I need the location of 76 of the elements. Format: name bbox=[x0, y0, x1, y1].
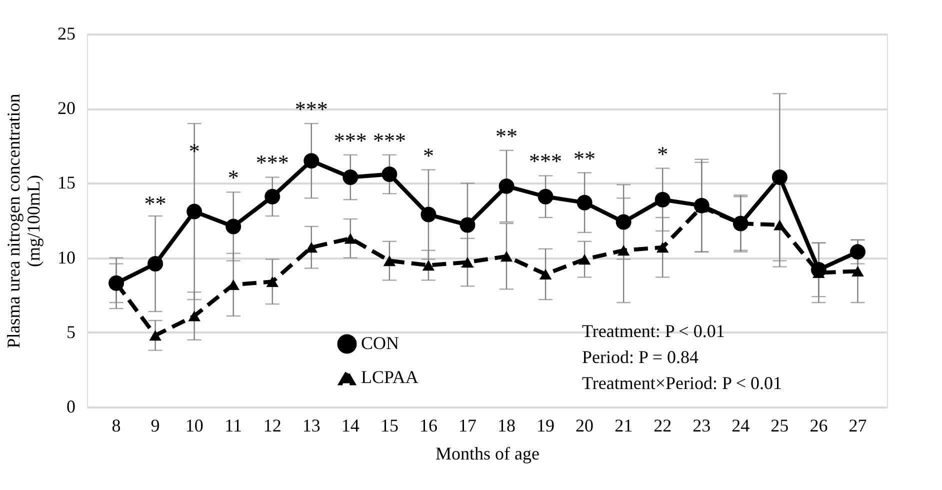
x-tick-label: 18 bbox=[498, 416, 516, 436]
point bbox=[772, 170, 788, 185]
x-tick-label: 26 bbox=[810, 416, 828, 436]
point bbox=[617, 245, 630, 256]
x-tick-label: 12 bbox=[263, 416, 282, 436]
y-axis-title: Plasma urea nitrogen concentration (mg/100mL) bbox=[4, 94, 44, 348]
point bbox=[226, 218, 242, 234]
y-tick-label: 15 bbox=[58, 172, 76, 193]
point bbox=[344, 233, 357, 244]
point bbox=[188, 310, 200, 322]
annotation: * bbox=[657, 141, 668, 166]
x-tick-label: 11 bbox=[224, 416, 242, 436]
y-tick-label: 0 bbox=[66, 396, 76, 416]
legend-label: LCPAA bbox=[361, 367, 418, 387]
x-tick-label: 16 bbox=[419, 416, 438, 436]
annotation: *** bbox=[372, 128, 406, 153]
point bbox=[342, 170, 358, 185]
x-tick-label: 21 bbox=[614, 416, 633, 436]
point bbox=[382, 166, 398, 182]
annotation: *** bbox=[256, 150, 289, 176]
point bbox=[383, 255, 396, 266]
point bbox=[850, 244, 866, 260]
y-tick-label: 10 bbox=[58, 247, 76, 268]
annotation: * bbox=[188, 138, 200, 164]
x-tick-label: 24 bbox=[732, 416, 750, 436]
point bbox=[538, 188, 554, 204]
annotation: * bbox=[228, 165, 239, 190]
x-tick-label: 17 bbox=[458, 416, 476, 436]
point bbox=[616, 214, 632, 230]
legend-label: CON bbox=[361, 333, 400, 353]
point bbox=[264, 188, 280, 204]
point bbox=[420, 206, 436, 222]
point bbox=[148, 256, 164, 272]
x-tick-label: 13 bbox=[302, 416, 320, 436]
point bbox=[149, 330, 162, 341]
x-tick-label: 27 bbox=[848, 416, 867, 436]
point bbox=[305, 242, 318, 253]
point bbox=[422, 260, 435, 271]
annotation: ** bbox=[574, 146, 596, 171]
x-tick-label: 15 bbox=[380, 416, 398, 436]
annotation: * bbox=[422, 142, 434, 168]
point bbox=[461, 256, 474, 268]
x-tick-label: 20 bbox=[576, 416, 594, 436]
x-tick-label: 8 bbox=[112, 416, 121, 436]
point bbox=[304, 153, 320, 169]
point bbox=[578, 254, 591, 265]
annotation: ** bbox=[144, 190, 166, 216]
point bbox=[654, 192, 670, 208]
x-tick-label: 19 bbox=[536, 416, 555, 436]
y-tick-label: 5 bbox=[66, 322, 76, 342]
x-axis-title: Months of age bbox=[436, 444, 540, 464]
x-tick-label: 14 bbox=[341, 416, 360, 436]
y-tick-label: 25 bbox=[58, 24, 76, 44]
point bbox=[266, 276, 278, 287]
annotation: Period: P = 0.84 bbox=[582, 347, 698, 367]
point bbox=[498, 178, 514, 194]
annotation: *** bbox=[334, 128, 367, 153]
y-tick-label: 20 bbox=[58, 98, 76, 118]
annotation: ** bbox=[496, 123, 518, 148]
point bbox=[774, 220, 786, 230]
point bbox=[460, 217, 476, 233]
point bbox=[500, 251, 513, 262]
annotation: Treatment: P < 0.01 bbox=[582, 321, 725, 341]
x-tick-label: 22 bbox=[654, 416, 672, 436]
point bbox=[852, 266, 864, 277]
annotation: Treatment×Period: P < 0.01 bbox=[582, 373, 782, 393]
x-tick-label: 25 bbox=[770, 416, 789, 436]
x-tick-label: 10 bbox=[185, 416, 204, 436]
point bbox=[656, 242, 669, 253]
x-tick-label: 23 bbox=[692, 416, 711, 436]
annotation: *** bbox=[529, 148, 562, 174]
point bbox=[539, 268, 552, 280]
point bbox=[186, 204, 202, 220]
point bbox=[576, 194, 592, 210]
x-tick-label: 9 bbox=[150, 416, 160, 436]
annotation: *** bbox=[294, 96, 328, 122]
